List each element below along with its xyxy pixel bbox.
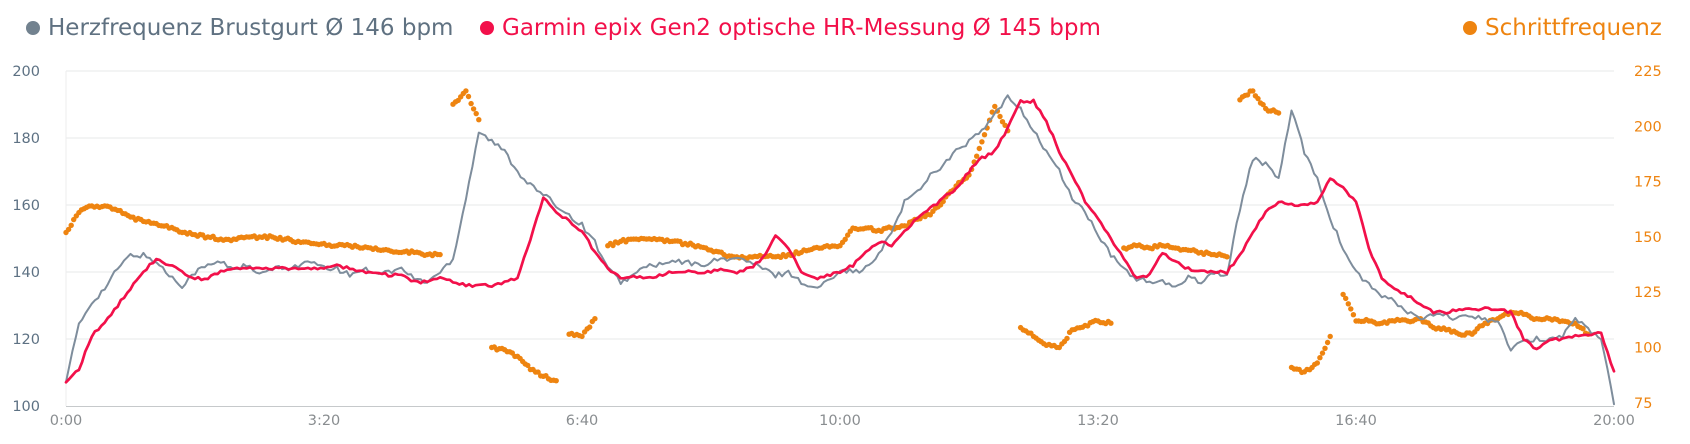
y-left-tick-label: 140 [12, 265, 40, 281]
legend-marker-circle-icon [1463, 21, 1477, 35]
y-axis-left-labels: 200 180 160 140 120 100 [12, 64, 40, 415]
y-right-tick-label: 75 [1634, 396, 1652, 412]
x-tick-label: 20:00 [1593, 413, 1635, 429]
y-right-tick-label: 200 [1634, 119, 1662, 135]
y-left-tick-label: 180 [12, 131, 40, 147]
x-tick-label: 0:00 [50, 413, 83, 429]
y-left-tick-label: 160 [12, 198, 40, 214]
x-tick-label: 16:40 [1335, 413, 1377, 429]
x-axis-labels: 0:00 3:20 6:40 10:00 13:20 16:40 20:00 [50, 413, 1635, 429]
legend-item-cadence[interactable]: Schrittfrequenz [1463, 15, 1662, 41]
x-tick-label: 3:20 [308, 413, 341, 429]
y-right-tick-label: 125 [1634, 285, 1662, 301]
y-axis-right-labels: 225 200 175 150 125 100 75 [1634, 64, 1662, 412]
legend: Herzfrequenz Brustgurt Ø 146 bpm Garmin … [0, 0, 1690, 52]
y-right-tick-label: 150 [1634, 230, 1662, 246]
y-right-tick-label: 100 [1634, 341, 1662, 357]
legend-marker-circle-icon [26, 21, 40, 35]
legend-item-hr-chest[interactable]: Herzfrequenz Brustgurt Ø 146 bpm [26, 15, 453, 41]
x-tick-label: 6:40 [566, 413, 599, 429]
series-hr-chest [65, 94, 1615, 406]
legend-label-hr-chest: Herzfrequenz Brustgurt Ø 146 bpm [48, 15, 454, 41]
gridlines [65, 70, 1614, 407]
y-left-tick-label: 200 [12, 64, 40, 80]
legend-item-hr-optical[interactable]: Garmin epix Gen2 optische HR-Messung Ø 1… [480, 15, 1101, 41]
y-right-tick-label: 175 [1634, 175, 1662, 191]
y-left-tick-label: 120 [12, 332, 40, 348]
legend-label-cadence: Schrittfrequenz [1485, 15, 1662, 41]
legend-marker-circle-icon [480, 21, 494, 35]
y-right-tick-label: 225 [1634, 64, 1662, 80]
x-tick-label: 10:00 [819, 413, 861, 429]
series-hr-optical [64, 98, 1616, 384]
y-left-tick-label: 100 [12, 399, 40, 415]
x-tick-label: 13:20 [1077, 413, 1119, 429]
legend-label-hr-optical: Garmin epix Gen2 optische HR-Messung Ø 1… [502, 15, 1101, 41]
